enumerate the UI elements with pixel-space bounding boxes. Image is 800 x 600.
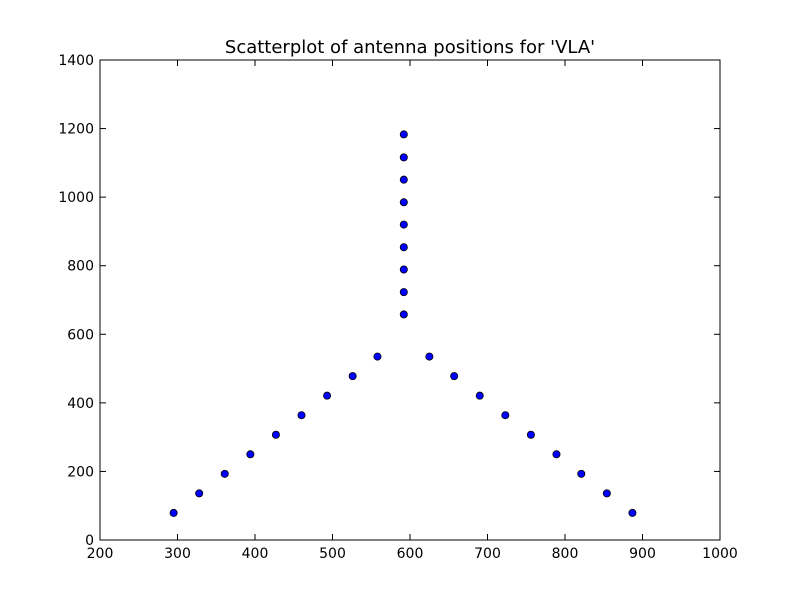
y-tick-label: 1200 <box>58 122 94 138</box>
data-point <box>399 175 408 184</box>
x-tick-label: 400 <box>242 546 269 562</box>
x-tick-label: 700 <box>474 546 501 562</box>
data-point <box>297 411 306 420</box>
data-points <box>169 130 637 517</box>
data-point <box>323 391 332 400</box>
data-point <box>526 430 535 439</box>
ticks-layer <box>99 59 721 541</box>
y-tick-label: 400 <box>67 396 94 412</box>
data-point <box>271 430 280 439</box>
y-tick-label: 800 <box>67 259 94 275</box>
y-tick-label: 0 <box>85 533 94 549</box>
axes-frame <box>99 59 721 541</box>
x-tick-label: 200 <box>87 546 114 562</box>
data-point <box>501 411 510 420</box>
data-point <box>628 508 637 517</box>
data-point <box>373 352 382 361</box>
data-point <box>425 352 434 361</box>
x-tick-label: 900 <box>629 546 656 562</box>
y-tick-label: 600 <box>67 327 94 343</box>
x-tick-label: 300 <box>164 546 191 562</box>
data-point <box>399 265 408 274</box>
data-point <box>552 450 561 459</box>
data-point <box>169 508 178 517</box>
data-point <box>399 243 408 252</box>
data-point <box>220 469 229 478</box>
data-point <box>348 372 357 381</box>
data-point <box>577 469 586 478</box>
data-point <box>475 391 484 400</box>
data-point <box>195 489 204 498</box>
data-point <box>450 372 459 381</box>
chart-title: Scatterplot of antenna positions for 'VL… <box>225 37 595 58</box>
data-point <box>399 288 408 297</box>
y-tick-label: 1400 <box>58 53 94 69</box>
data-point <box>399 198 408 207</box>
x-tick-label: 600 <box>397 546 424 562</box>
y-tick-label: 200 <box>67 464 94 480</box>
tick-labels-layer: 200 300 400 500 600 700 800 900 1000020040060080… <box>58 53 737 562</box>
data-point <box>399 130 408 139</box>
data-point <box>246 450 255 459</box>
x-tick-label: 500 <box>319 546 346 562</box>
y-tick-label: 1000 <box>58 190 94 206</box>
data-point <box>602 489 611 498</box>
x-tick-label: 800 <box>552 546 579 562</box>
data-point <box>399 153 408 162</box>
x-tick-label: 1000 <box>702 546 738 562</box>
data-point <box>399 310 408 319</box>
data-point <box>399 220 408 229</box>
